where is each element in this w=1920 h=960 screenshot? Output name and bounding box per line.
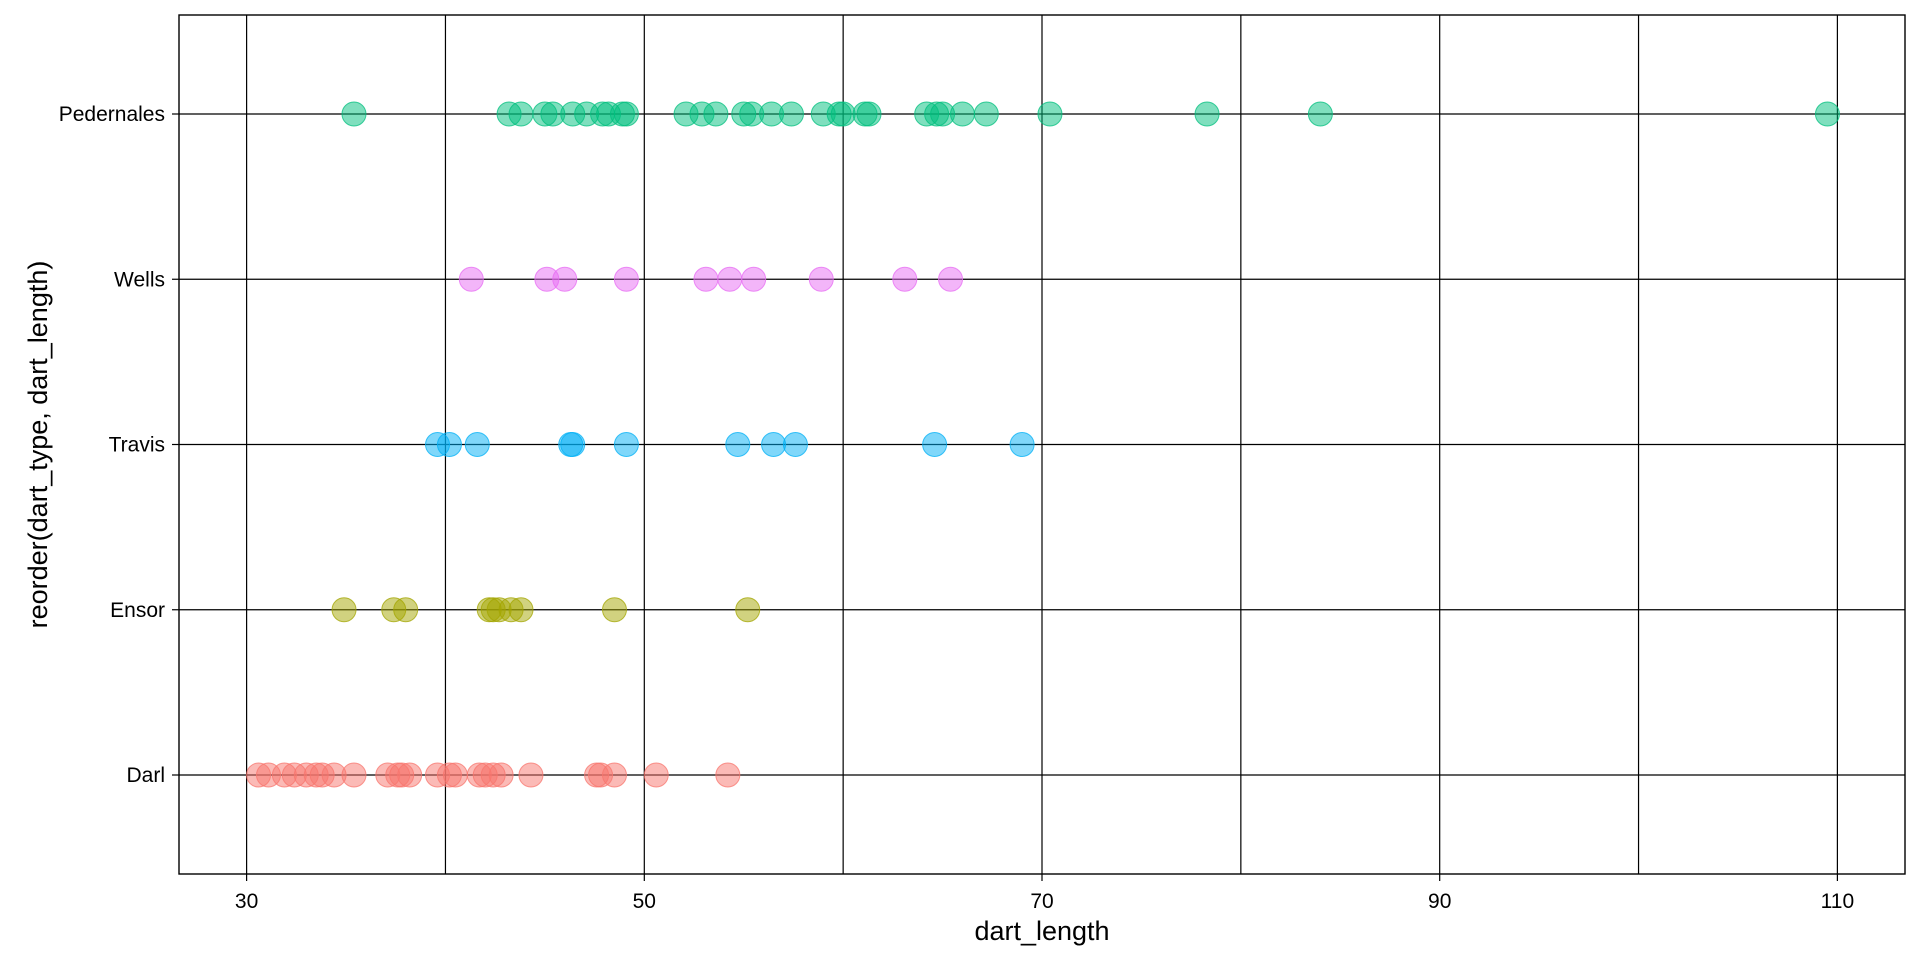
x-tick-label: 50 bbox=[633, 890, 656, 913]
data-point-pedernales bbox=[1814, 101, 1840, 127]
x-tick-label: 70 bbox=[1030, 890, 1053, 913]
data-point-pedernales bbox=[973, 101, 999, 127]
data-point-pedernales bbox=[778, 101, 804, 127]
data-point-travis bbox=[761, 432, 787, 457]
data-point-travis bbox=[464, 432, 490, 457]
data-point-wells bbox=[741, 266, 767, 292]
data-point-wells bbox=[613, 266, 639, 292]
data-point-ensor bbox=[331, 597, 357, 623]
data-point-wells bbox=[458, 266, 484, 292]
data-point-wells bbox=[938, 266, 964, 292]
data-point-darl bbox=[341, 762, 367, 788]
data-point-darl bbox=[442, 762, 468, 788]
y-axis: Darl Ensor Travis Wells Pedernales bbox=[59, 103, 179, 787]
y-tick-label-wells: Wells bbox=[114, 268, 165, 291]
data-point-travis bbox=[560, 432, 586, 457]
y-tick-label-pedernales: Pedernales bbox=[59, 103, 165, 126]
data-point-wells bbox=[693, 266, 719, 292]
data-point-darl bbox=[643, 762, 669, 788]
y-tick-label-darl: Darl bbox=[126, 764, 165, 787]
x-axis: 30 50 70 90 110 bbox=[235, 874, 1854, 913]
x-tick-label: 30 bbox=[235, 890, 258, 913]
data-point-pedernales bbox=[703, 101, 729, 127]
data-point-ensor bbox=[601, 597, 627, 623]
points-layer bbox=[246, 101, 1840, 788]
data-point-ensor bbox=[735, 597, 761, 623]
data-point-wells bbox=[717, 266, 743, 292]
data-point-pedernales bbox=[613, 101, 639, 127]
x-tick-label: 110 bbox=[1821, 890, 1854, 913]
data-point-travis bbox=[725, 432, 751, 457]
data-point-pedernales bbox=[856, 101, 882, 127]
data-point-wells bbox=[892, 266, 918, 292]
data-point-wells bbox=[552, 266, 578, 292]
data-point-pedernales bbox=[830, 101, 856, 127]
data-point-travis bbox=[1009, 432, 1035, 457]
data-point-travis bbox=[782, 432, 808, 457]
data-point-ensor bbox=[508, 597, 534, 623]
data-point-darl bbox=[715, 762, 741, 788]
data-point-travis bbox=[436, 432, 462, 457]
data-point-darl bbox=[518, 762, 544, 788]
data-point-pedernales bbox=[341, 101, 367, 127]
data-point-pedernales bbox=[1037, 101, 1063, 127]
data-point-darl bbox=[397, 762, 423, 788]
data-point-pedernales bbox=[949, 101, 975, 127]
data-point-ensor bbox=[393, 597, 419, 623]
data-point-pedernales bbox=[1194, 101, 1220, 127]
data-point-darl bbox=[488, 762, 514, 788]
data-point-travis bbox=[613, 432, 639, 457]
y-tick-label-ensor: Ensor bbox=[110, 599, 165, 622]
data-point-darl bbox=[601, 762, 627, 788]
y-axis-title: reorder(dart_type, dart_length) bbox=[23, 261, 53, 629]
data-point-wells bbox=[808, 266, 834, 292]
y-tick-label-travis: Travis bbox=[109, 434, 165, 457]
x-tick-label: 90 bbox=[1428, 890, 1451, 913]
data-point-pedernales bbox=[508, 101, 534, 127]
x-axis-title: dart_length bbox=[974, 916, 1109, 946]
data-point-pedernales bbox=[1307, 101, 1333, 127]
data-point-travis bbox=[922, 432, 948, 457]
